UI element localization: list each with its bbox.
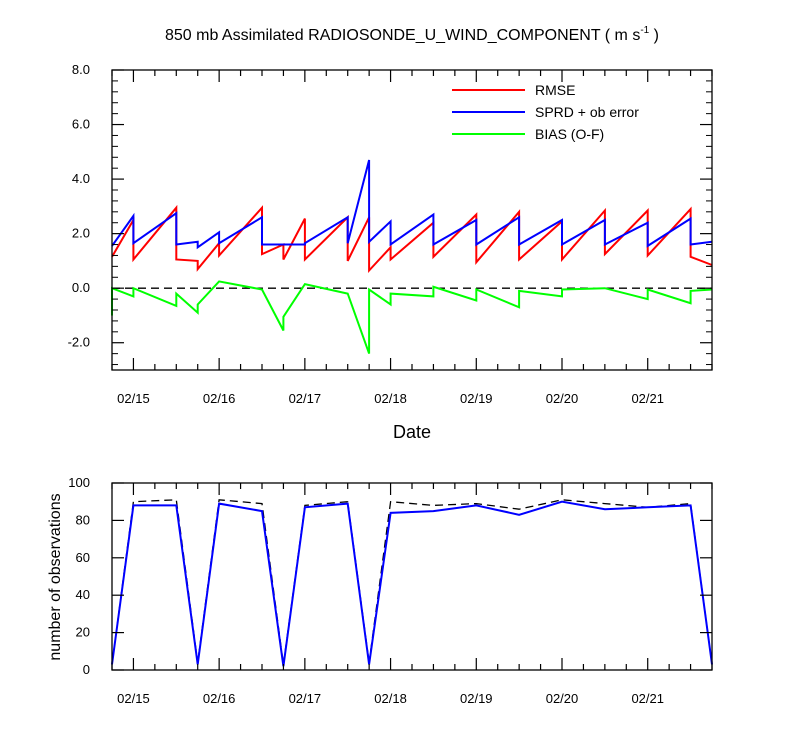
top-series-line-0 xyxy=(111,204,713,274)
top-series-line-2 xyxy=(111,280,713,354)
bottom-axes-group: 02/15 02/16 02/17 02/18 02/19 02/20 02/21 0 20 40… xyxy=(68,475,713,706)
bottom-chart: 02/15 02/16 02/17 02/18 02/19 02/20 02/21 0 20 40… xyxy=(47,475,713,706)
top-y-tick-label: 4.0 xyxy=(72,171,90,186)
top-y-tick-label: 0.0 xyxy=(72,280,90,295)
top-series-group xyxy=(111,159,713,354)
top-x-tick-label: 02/16 xyxy=(203,391,236,406)
bottom-y-tick-label: 20 xyxy=(76,625,90,640)
top-y-tick-label: 6.0 xyxy=(72,117,90,132)
top-x-axis-label: Date xyxy=(393,422,431,442)
bottom-y-tick-label: 40 xyxy=(76,587,90,602)
bottom-x-tick-label: 02/18 xyxy=(374,691,407,706)
top-x-tick-label: 02/21 xyxy=(631,391,664,406)
bottom-y-tick-label: 100 xyxy=(68,475,90,490)
top-chart-title-superscript: -1 xyxy=(640,25,649,36)
legend-label-2: BIAS (O-F) xyxy=(535,126,604,142)
bottom-x-tick-label: 02/21 xyxy=(631,691,664,706)
top-chart-title: 850 mb Assimilated RADIOSONDE_U_WIND_COM… xyxy=(165,25,659,44)
top-y-tick-label: 8.0 xyxy=(72,62,90,77)
top-x-tick-label: 02/17 xyxy=(289,391,322,406)
bottom-y-tick-label: 80 xyxy=(76,512,90,527)
top-axes-group: 02/15 02/16 02/17 02/18 02/19 02/20 02/21 8.0 6.… xyxy=(68,62,713,406)
top-chart-title-main: 850 mb Assimilated RADIOSONDE_U_WIND_COM… xyxy=(165,27,640,44)
top-chart-title-end: ) xyxy=(649,27,659,44)
bottom-y-tick-label: 60 xyxy=(76,550,90,565)
bottom-series-line-0 xyxy=(111,499,713,665)
top-legend: RMSE SPRD + ob error BIAS (O-F) xyxy=(452,82,639,142)
bottom-x-tick-label: 02/16 xyxy=(203,691,236,706)
bottom-y-tick-label: 0 xyxy=(83,662,90,677)
top-x-tick-label: 02/18 xyxy=(374,391,407,406)
top-series-line-1 xyxy=(111,159,713,250)
bottom-y-axis-label: number of observations xyxy=(47,493,64,660)
bottom-x-tick-label: 02/17 xyxy=(289,691,322,706)
top-chart: 850 mb Assimilated RADIOSONDE_U_WIND_COM… xyxy=(68,25,713,442)
legend-label-0: RMSE xyxy=(535,82,575,98)
top-x-tick-label: 02/20 xyxy=(546,391,579,406)
legend-label-1: SPRD + ob error xyxy=(535,104,639,120)
top-y-tick-label: 2.0 xyxy=(72,226,90,241)
top-x-tick-label: 02/19 xyxy=(460,391,493,406)
bottom-series-group xyxy=(111,499,713,667)
top-x-tick-label: 02/15 xyxy=(117,391,150,406)
bottom-x-tick-label: 02/19 xyxy=(460,691,493,706)
bottom-x-tick-label: 02/15 xyxy=(117,691,150,706)
top-y-tick-label: -2.0 xyxy=(68,335,90,350)
bottom-x-tick-label: 02/20 xyxy=(546,691,579,706)
bottom-series-line-1 xyxy=(111,500,713,667)
